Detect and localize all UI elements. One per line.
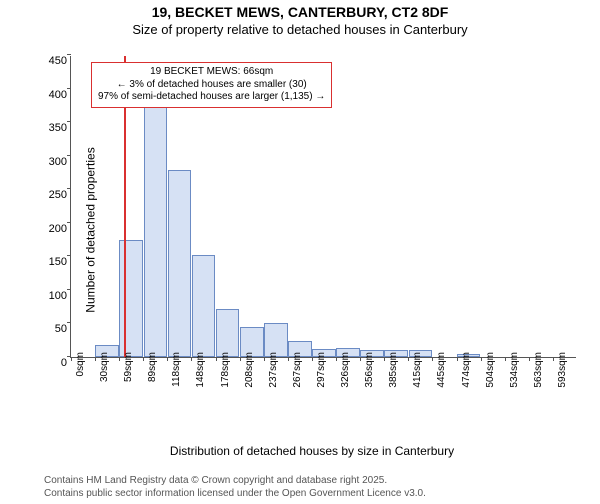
x-tick-mark (481, 357, 482, 361)
callout-line: 19 BECKET MEWS: 66sqm (98, 66, 325, 79)
y-tick-label: 100 (41, 290, 67, 302)
y-tick-mark (67, 155, 71, 156)
x-tick-label: 89sqm (147, 352, 158, 382)
property-callout: 19 BECKET MEWS: 66sqm← 3% of detached ho… (91, 62, 332, 108)
x-tick-label: 356sqm (364, 352, 375, 388)
x-tick-label: 237sqm (268, 352, 279, 388)
x-tick-label: 326sqm (340, 352, 351, 388)
y-tick-mark (67, 121, 71, 122)
x-tick-label: 208sqm (244, 352, 255, 388)
x-tick-label: 415sqm (412, 352, 423, 388)
footer-line-2: Contains public sector information licen… (44, 487, 426, 500)
y-tick-mark (67, 54, 71, 55)
y-tick-label: 450 (41, 55, 67, 67)
title-address: 19, BECKET MEWS, CANTERBURY, CT2 8DF (0, 4, 600, 20)
y-tick-label: 0 (41, 357, 67, 369)
x-tick-mark (457, 357, 458, 361)
footer-line-1: Contains HM Land Registry data © Crown c… (44, 474, 426, 487)
y-tick-mark (67, 289, 71, 290)
histogram-bar (144, 107, 168, 357)
y-tick-mark (67, 222, 71, 223)
x-tick-mark (336, 357, 337, 361)
x-tick-label: 297sqm (316, 352, 327, 388)
callout-line: ← 3% of detached houses are smaller (30) (98, 79, 325, 92)
x-axis-label: Distribution of detached houses by size … (44, 444, 580, 458)
x-tick-label: 59sqm (123, 352, 134, 382)
x-tick-mark (553, 357, 554, 361)
plot-area: 0501001502002503003504004500sqm30sqm59sq… (70, 56, 576, 358)
x-tick-label: 0sqm (75, 352, 86, 376)
histogram-bar (168, 170, 192, 357)
x-tick-mark (264, 357, 265, 361)
histogram-bar (192, 255, 216, 357)
x-tick-mark (143, 357, 144, 361)
x-tick-mark (288, 357, 289, 361)
y-tick-mark (67, 255, 71, 256)
x-tick-label: 118sqm (171, 352, 182, 387)
x-tick-mark (95, 357, 96, 361)
x-tick-mark (384, 357, 385, 361)
x-tick-label: 563sqm (533, 352, 544, 388)
attribution-footer: Contains HM Land Registry data © Crown c… (44, 474, 426, 500)
x-tick-label: 267sqm (292, 352, 303, 388)
y-tick-label: 400 (41, 89, 67, 101)
x-tick-label: 178sqm (220, 352, 231, 388)
y-tick-mark (67, 88, 71, 89)
callout-line: 97% of semi-detached houses are larger (… (98, 91, 325, 104)
x-tick-label: 474sqm (461, 352, 472, 388)
x-tick-mark (216, 357, 217, 361)
y-tick-mark (67, 188, 71, 189)
x-tick-mark (191, 357, 192, 361)
x-tick-label: 148sqm (195, 352, 206, 388)
chart: Number of detached properties 0501001502… (44, 50, 580, 410)
x-tick-mark (119, 357, 120, 361)
x-tick-label: 30sqm (99, 352, 110, 382)
title-subtitle: Size of property relative to detached ho… (0, 22, 600, 37)
x-tick-mark (167, 357, 168, 361)
x-tick-label: 385sqm (388, 352, 399, 388)
x-tick-mark (529, 357, 530, 361)
histogram-bar (119, 240, 143, 357)
x-tick-mark (432, 357, 433, 361)
y-tick-label: 350 (41, 122, 67, 134)
y-tick-label: 300 (41, 156, 67, 168)
histogram-bar (216, 309, 240, 357)
x-tick-label: 504sqm (485, 352, 496, 388)
x-tick-mark (312, 357, 313, 361)
x-tick-label: 445sqm (436, 352, 447, 388)
y-tick-label: 250 (41, 189, 67, 201)
x-tick-mark (505, 357, 506, 361)
x-tick-mark (408, 357, 409, 361)
y-tick-label: 150 (41, 256, 67, 268)
x-tick-label: 593sqm (557, 352, 568, 388)
y-tick-label: 200 (41, 223, 67, 235)
y-tick-mark (67, 322, 71, 323)
title-block: 19, BECKET MEWS, CANTERBURY, CT2 8DF Siz… (0, 4, 600, 37)
x-tick-mark (71, 357, 72, 361)
x-tick-mark (360, 357, 361, 361)
x-tick-mark (240, 357, 241, 361)
x-tick-label: 534sqm (509, 352, 520, 388)
y-tick-label: 50 (41, 323, 67, 335)
